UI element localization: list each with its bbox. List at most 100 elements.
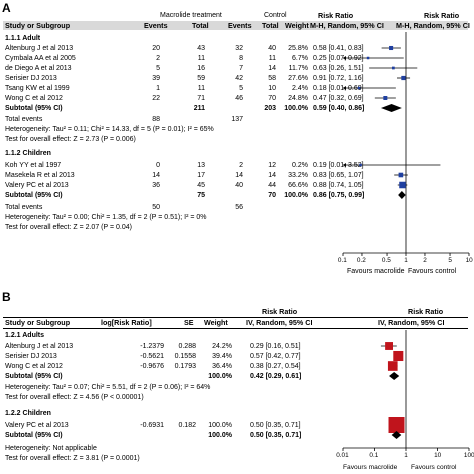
total-events-control: 137 <box>231 116 243 123</box>
panel-b-letter: B <box>2 290 11 304</box>
subtotal-total-treatment: 75 <box>197 192 205 199</box>
x-tick-label: 0.5 <box>381 257 391 264</box>
rr-method-right: M-H, Random, 95% CI <box>396 21 470 30</box>
total-treatment: 45 <box>197 182 205 189</box>
study-marker <box>401 75 406 81</box>
rr-method-left: M-H, Random, 95% CI <box>310 21 384 30</box>
subgroup-title: 1.2.2 Children <box>5 410 51 417</box>
ci-arrow <box>343 56 346 60</box>
study-name: Cymbala AA et al 2005 <box>5 55 76 62</box>
events2-header: Events <box>228 21 252 30</box>
log-rr-value: -0.9676 <box>140 363 164 370</box>
subtotal-ci: 0.59 [0.40, 0.86] <box>313 105 365 112</box>
total-control: 12 <box>268 162 276 169</box>
total-treatment: 43 <box>197 45 205 52</box>
events-control: 2 <box>239 162 243 169</box>
ci-value: 0.29 [0.16, 0.51] <box>250 343 301 350</box>
total-control: 14 <box>268 65 276 72</box>
weight-value: 27.6% <box>288 75 308 82</box>
study-marker <box>357 86 361 90</box>
study-name: Altenburg J et al 2013 <box>5 343 74 350</box>
favours-control-label: Favours control <box>411 464 457 471</box>
subtotal-weight: 100.0% <box>284 105 308 112</box>
x-tick-label: 10 <box>465 257 473 264</box>
group2-header: Control <box>264 12 287 19</box>
study-marker <box>387 361 398 371</box>
rr-method-left: IV, Random, 95% CI <box>246 318 313 327</box>
x-tick-label: 100 <box>463 452 474 459</box>
total-events-treatment: 88 <box>152 116 160 123</box>
subtotal-label: Subtotal (95% CI) <box>5 373 63 380</box>
ci-value: 0.19 [0.01, 3.52] <box>313 162 364 169</box>
x-tick-label: 0.2 <box>356 257 366 264</box>
favours-macrolide-label: Favours macrolide <box>347 268 405 275</box>
weight-value: 11.7% <box>288 65 308 72</box>
overall-effect-text: Test for overall effect: Z = 3.81 (P = 0… <box>5 455 140 462</box>
se-header: SE <box>184 318 194 327</box>
rr-title-right: Risk Ratio <box>424 11 460 20</box>
study-marker <box>388 417 405 433</box>
weight-value: 0.2% <box>292 162 308 169</box>
total2-header: Total <box>262 21 279 30</box>
study-name: Koh YY et al 1997 <box>5 162 62 169</box>
events-control: 40 <box>235 182 243 189</box>
events-control: 7 <box>239 65 243 72</box>
log-rr-value: -0.6931 <box>140 422 164 429</box>
heterogeneity-text: Heterogeneity: Tau² = 0.00; Chi² = 1.35,… <box>5 214 207 221</box>
subtotal-diamond <box>391 431 402 439</box>
total-events-label: Total events <box>5 204 43 211</box>
study-name: Serisier DJ 2013 <box>5 75 57 82</box>
ci-value: 0.91 [0.72, 1.16] <box>313 75 364 82</box>
overall-effect-text: Test for overall effect: Z = 2.73 (P = 0… <box>5 136 136 143</box>
ci-value: 0.63 [0.26, 1.51] <box>313 65 364 72</box>
study-marker <box>393 350 404 362</box>
weight-value: 2.4% <box>292 85 308 92</box>
subtotal-diamond <box>380 104 402 112</box>
subtotal-ci: 0.42 [0.29, 0.61] <box>250 373 302 380</box>
total-control: 58 <box>268 75 276 82</box>
subtotal-weight: 100.0% <box>284 192 308 199</box>
total-events-label: Total events <box>5 116 43 123</box>
study-name: de Diego A et al 2013 <box>5 65 72 72</box>
x-tick-label: 1 <box>404 257 408 264</box>
total1-header: Total <box>192 21 209 30</box>
events1-header: Events <box>144 21 168 30</box>
study-name: Wong C et al 2012 <box>5 95 63 102</box>
study-name: Masekela R et al 2013 <box>5 172 75 179</box>
events-treatment: 36 <box>152 182 160 189</box>
se-value: 0.182 <box>178 422 196 429</box>
panel-a-header-band <box>3 21 468 30</box>
subtotal-diamond <box>389 372 400 380</box>
study-name: Valery PC et al 2013 <box>5 182 69 189</box>
subgroup-title: 1.1.1 Adult <box>5 35 41 42</box>
total-control: 40 <box>268 45 276 52</box>
subtotal-label: Subtotal (95% CI) <box>5 432 63 439</box>
study-marker <box>389 45 394 51</box>
study-marker <box>383 96 388 100</box>
study-name: Valery PC et al 2013 <box>5 422 69 429</box>
subgroup-title: 1.1.2 Children <box>5 150 51 157</box>
overall-effect-text: Test for overall effect: Z = 2.07 (P = 0… <box>5 224 132 231</box>
subtotal-label: Subtotal (95% CI) <box>5 105 63 112</box>
total-treatment: 13 <box>197 162 205 169</box>
subtotal-total-control: 70 <box>268 192 276 199</box>
study-marker <box>391 66 395 70</box>
events-treatment: 5 <box>156 65 160 72</box>
subtotal-total-treatment: 211 <box>193 105 205 112</box>
events-treatment: 22 <box>152 95 160 102</box>
rr-title-right: Risk Ratio <box>408 307 444 316</box>
ci-value: 0.83 [0.65, 1.07] <box>313 172 364 179</box>
ci-arrow <box>343 86 346 90</box>
weight-header: Weight <box>285 21 309 30</box>
total-control: 11 <box>268 55 276 62</box>
events-treatment: 0 <box>156 162 160 169</box>
weight-value: 39.4% <box>212 353 232 360</box>
weight-value: 66.6% <box>288 182 308 189</box>
heterogeneity-text: Heterogeneity: Tau² = 0.11; Chi² = 14.33… <box>5 126 214 133</box>
total-treatment: 11 <box>197 85 205 92</box>
events-control: 14 <box>235 172 243 179</box>
study-marker <box>366 56 370 60</box>
weight-value: 25.8% <box>288 45 308 52</box>
subtotal-diamond <box>398 191 406 199</box>
weight-value: 33.2% <box>288 172 308 179</box>
